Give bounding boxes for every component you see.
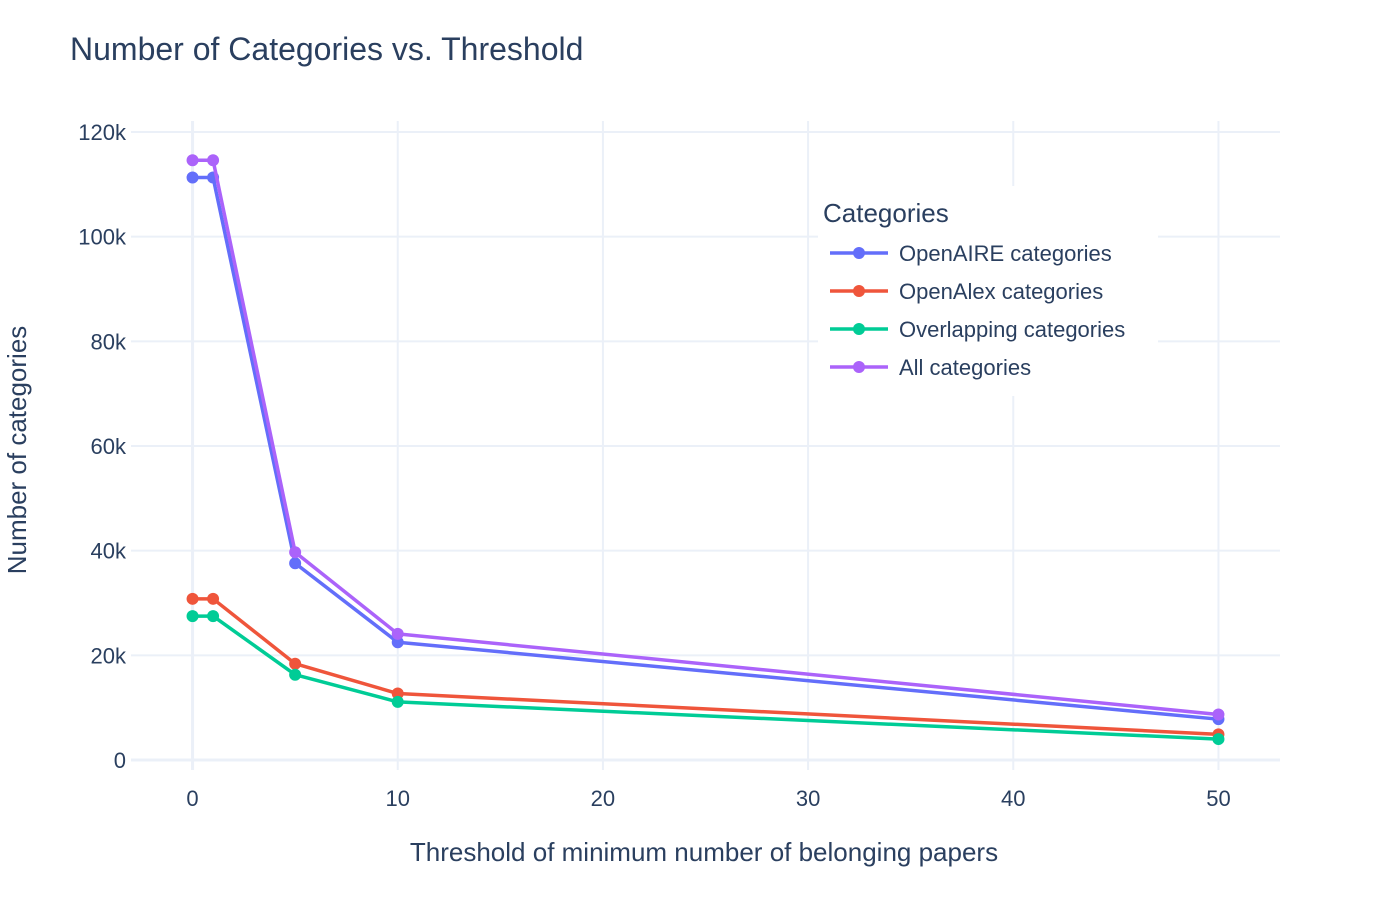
legend-item-label[interactable]: OpenAIRE categories [899, 241, 1112, 266]
legend-item-label[interactable]: All categories [899, 355, 1031, 380]
data-point[interactable] [186, 171, 199, 184]
y-tick-label: 20k [91, 643, 127, 668]
y-tick-label: 60k [91, 434, 127, 459]
x-axis-label: Threshold of minimum number of belonging… [410, 837, 998, 867]
legend[interactable]: Categories OpenAIRE categories OpenAlex ca… [818, 186, 1158, 396]
x-tick-label: 0 [186, 786, 198, 811]
grid [131, 121, 1280, 770]
data-point[interactable] [1212, 708, 1225, 721]
legend-swatch-marker[interactable] [853, 323, 865, 335]
data-point[interactable] [391, 636, 404, 649]
x-tick-label: 30 [796, 786, 820, 811]
y-tick-label: 120k [78, 120, 127, 145]
data-point[interactable] [186, 154, 199, 167]
data-point[interactable] [186, 610, 199, 623]
legend-swatch-marker[interactable] [853, 285, 865, 297]
data-point[interactable] [289, 657, 302, 670]
series-line[interactable] [192, 597, 1219, 737]
y-tick-label: 80k [91, 329, 127, 354]
legend-swatch-marker[interactable] [853, 247, 865, 259]
y-tick-label: 0 [114, 748, 126, 773]
data-point[interactable] [289, 546, 302, 559]
legend-swatch-marker[interactable] [853, 361, 865, 373]
y-tick-label: 40k [91, 539, 127, 564]
legend-item-label[interactable]: Overlapping categories [899, 317, 1125, 342]
x-tick-label: 40 [1001, 786, 1025, 811]
data-point[interactable] [207, 592, 220, 605]
chart-title: Number of Categories vs. Threshold [70, 31, 583, 67]
data-point[interactable] [207, 154, 220, 167]
data-point[interactable] [207, 610, 220, 623]
x-tick-label: 10 [385, 786, 409, 811]
data-point[interactable] [391, 687, 404, 700]
series-layer [186, 154, 1225, 746]
data-point[interactable] [391, 627, 404, 640]
y-tick-label: 100k [78, 225, 127, 250]
x-tick-label: 50 [1206, 786, 1230, 811]
axes: 0 10 20 30 40 50 0 20k 40k 60k 80k 100k 120k [78, 120, 1230, 811]
data-point[interactable] [289, 668, 302, 681]
legend-title: Categories [823, 198, 949, 228]
legend-item-label[interactable]: OpenAlex categories [899, 279, 1103, 304]
data-point[interactable] [186, 592, 199, 605]
y-axis-label: Number of categories [2, 326, 32, 575]
data-point[interactable] [391, 695, 404, 708]
data-point[interactable] [1212, 733, 1225, 746]
data-point[interactable] [289, 557, 302, 570]
x-tick-label: 20 [591, 786, 615, 811]
